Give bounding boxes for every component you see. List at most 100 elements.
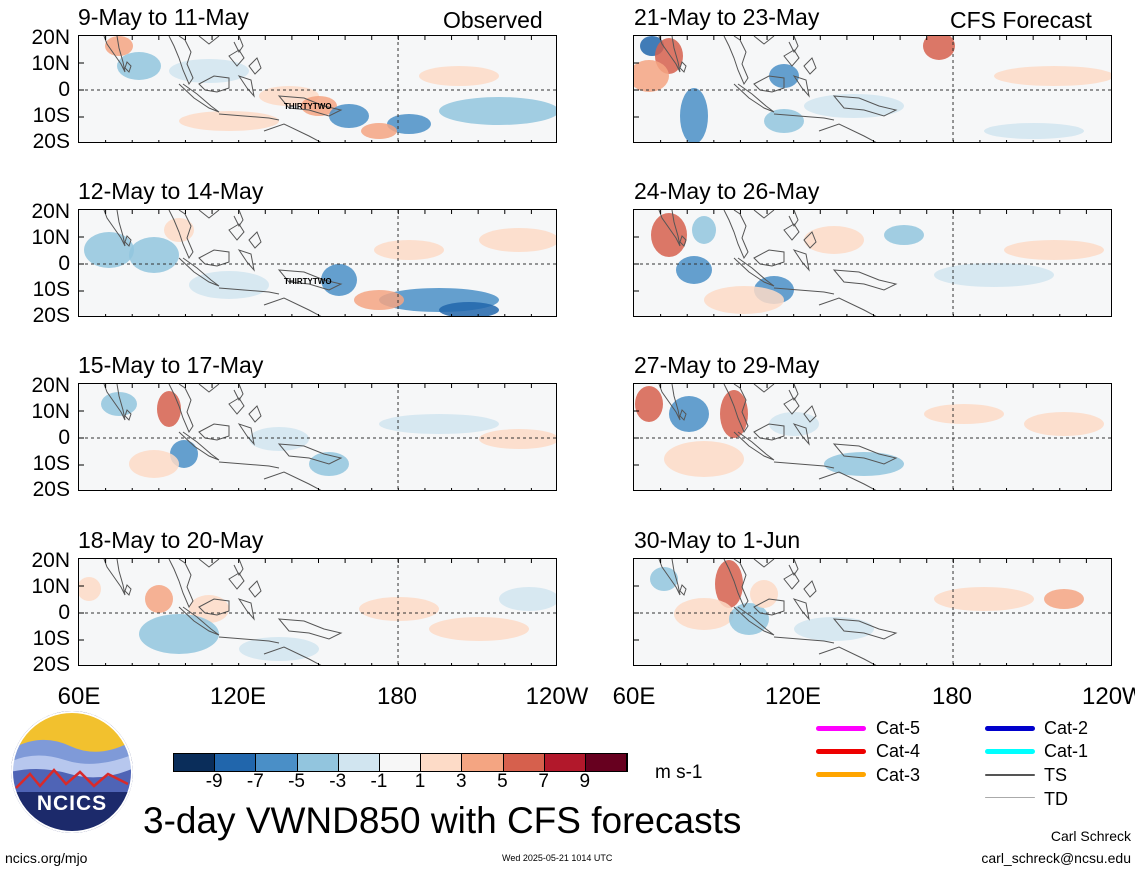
lat-label: 0 [58,601,70,624]
coastline [103,559,126,596]
colorbar-swatch [503,754,545,771]
anomaly-contour [794,617,874,641]
anomaly-contour [379,414,499,434]
anomaly-contour [676,256,712,284]
anomaly-contour [129,237,179,273]
legend-label-cat1: Cat-1 [1044,741,1089,761]
coastline [733,257,775,287]
coastline [277,95,343,117]
coastline [233,559,244,576]
coastline [277,618,343,640]
coastline [237,598,255,621]
logo-text: NCICS [36,792,108,815]
lat-label: 20N [31,549,70,572]
lon-label: 120E [209,683,267,710]
anomaly-contour [249,427,309,451]
coastline [124,409,132,421]
anomaly-contour [84,232,134,268]
anomaly-contour [680,88,708,142]
anomaly-contour [634,60,669,92]
anomaly-contour [479,429,556,449]
legend-label-cat4: Cat-4 [876,741,921,761]
legend-label-td: TD [1044,789,1068,809]
vwnd-field [634,36,1111,142]
anomaly-contour [924,404,1004,424]
anomaly-contour [419,66,499,86]
observed-header: Observed [443,7,543,33]
coastline [723,210,749,260]
panel-title-obs-1: 9-May to 11-May [78,4,249,30]
coastline [218,113,280,121]
coastline [218,287,280,295]
forecast-header: CFS Forecast [950,7,1092,33]
legend-swatch-ts [985,774,1035,776]
anomaly-contour [499,587,556,611]
lon-label: 120W [1082,684,1135,710]
coastline [818,471,877,490]
coastline [228,572,245,590]
lat-label: 0 [58,426,70,449]
coastline [783,397,800,415]
coastline [803,405,817,423]
colorbar [173,753,628,772]
anomaly-contour [157,391,181,427]
ncics-logo: NCICS [10,710,134,834]
colorbar-tick-label: 9 [579,771,591,792]
lat-label: 10N [31,575,70,598]
anomaly-contour [145,585,173,613]
coastline [723,36,749,86]
email[interactable]: carl_schreck@ncsu.edu [981,850,1131,866]
lat-label: 20N [31,374,70,397]
anomaly-contour [704,286,784,314]
coastline [679,235,687,247]
coastline [783,49,800,67]
colorbar-tick-label: -7 [246,771,264,792]
colorbar-tick-label: -1 [370,771,388,792]
colorbar-tick-label: -9 [205,771,223,792]
coastline [248,57,262,75]
colorbar-tick-label: 7 [538,771,549,792]
lat-label: 10S [32,452,70,475]
anomaly-contour [764,109,804,133]
coastline [818,297,877,316]
coastline [792,75,810,98]
coastline [237,75,255,98]
vwnd-field [79,384,556,490]
anomaly-contour [359,597,439,621]
anomaly-contour [189,271,269,299]
colorbar-tick-label: -5 [288,771,305,792]
coastline [198,384,220,393]
map-panel-forecast-1 [633,35,1112,143]
coastline [124,235,132,247]
anomaly-contour [329,104,369,128]
panel-title-obs-3: 15-May to 17-May [78,352,264,378]
coastline [277,269,343,291]
anomaly-contour [769,64,799,88]
author: Carl Schreck [1050,828,1131,844]
anomaly-contour [650,567,678,591]
map-panel-observed-2: THIRTYTWO [78,209,557,317]
lat-label: 10N [31,52,70,75]
site-link[interactable]: ncics.org/mjo [5,850,88,866]
colorbar-swatch [462,754,504,771]
coastline [792,598,810,621]
coastline [178,431,220,461]
map-panel-forecast-2 [633,209,1112,317]
coastline [753,559,775,568]
anomaly-contour [169,59,249,83]
colorbar-tick-label: 5 [497,771,508,792]
colorbar-swatch [338,754,380,771]
coastline [818,123,877,142]
anomaly-contour [139,614,219,654]
anomaly-contour [374,240,444,260]
anomaly-contour [750,580,778,608]
main-title: 3-day VWND850 with CFS forecasts [143,800,742,841]
coastline [103,384,126,421]
coastline [788,36,799,53]
anomaly-contour [664,441,744,477]
coastline [233,210,244,227]
coastline [733,431,775,461]
coastline [753,210,775,219]
map-panel-observed-4 [78,558,557,666]
panel-title-fcst-4: 30-May to 1-Jun [634,527,801,553]
